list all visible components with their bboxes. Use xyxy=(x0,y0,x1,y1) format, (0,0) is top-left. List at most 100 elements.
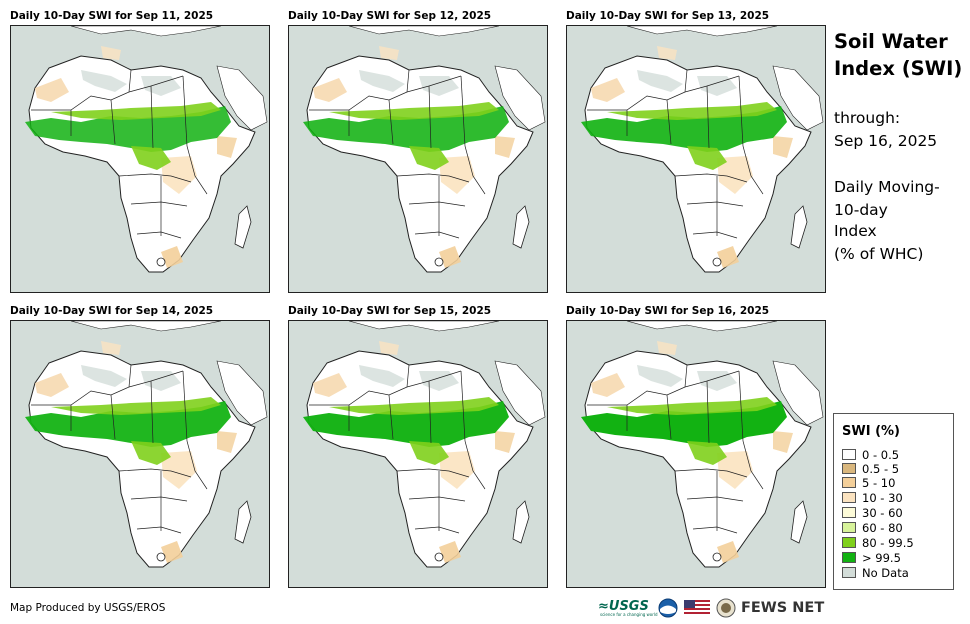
state-dept-seal-icon xyxy=(716,598,736,618)
sahara-nodata xyxy=(359,365,405,387)
lesotho-outline xyxy=(156,257,166,267)
sahel-wet-fringe xyxy=(329,102,499,120)
sahel-wet-belt xyxy=(25,401,231,447)
madagascar xyxy=(234,500,252,544)
description-line1: Daily Moving- xyxy=(834,178,940,196)
madagascar xyxy=(512,205,530,249)
legend-title: SWI (%) xyxy=(842,424,900,439)
dryland-tan xyxy=(35,78,69,102)
sahel-wet-fringe xyxy=(51,102,221,120)
central-wet xyxy=(687,441,727,465)
through-date: Sep 16, 2025 xyxy=(834,132,938,150)
sahel-wet-fringe xyxy=(329,397,499,415)
central-wet xyxy=(409,146,449,170)
dryland-tan xyxy=(217,431,237,453)
legend-swatch xyxy=(842,552,856,563)
legend-swatch xyxy=(842,449,856,460)
sahara-nodata xyxy=(637,365,683,387)
dryland-tan xyxy=(773,431,793,453)
legend-swatch xyxy=(842,567,856,578)
arabia-outline xyxy=(494,65,546,131)
panel-4-title: Daily 10-Day SWI for Sep 14, 2025 xyxy=(10,305,214,317)
madagascar xyxy=(790,500,808,544)
through-label: through: xyxy=(834,109,901,127)
dryland-tan xyxy=(161,156,197,194)
lesotho-outline xyxy=(712,552,722,562)
lesotho-outline xyxy=(712,257,722,267)
arabia-outline xyxy=(772,65,824,131)
panel-6-title: Daily 10-Day SWI for Sep 16, 2025 xyxy=(566,305,770,317)
dryland-tan xyxy=(657,46,677,60)
legend-swatch xyxy=(842,507,856,518)
sahara-nodata xyxy=(359,70,405,92)
sahel-wet-belt xyxy=(581,106,787,152)
legend-swatch xyxy=(842,492,856,503)
sidebar-title: Soil Water Index (SWI) xyxy=(834,28,962,82)
sahara-nodata xyxy=(81,365,127,387)
dryland-tan xyxy=(591,373,625,397)
europe-outline xyxy=(626,321,778,332)
panel-1-title: Daily 10-Day SWI for Sep 11, 2025 xyxy=(10,10,214,22)
dryland-tan xyxy=(717,541,739,563)
fews-net-label: FEWS NET xyxy=(741,600,825,616)
europe-outline xyxy=(626,26,778,37)
panel-5-title: Daily 10-Day SWI for Sep 15, 2025 xyxy=(288,305,492,317)
dryland-tan xyxy=(161,246,183,268)
sahel-wet-fringe xyxy=(51,397,221,415)
dryland-tan xyxy=(717,246,739,268)
legend-swatch xyxy=(842,537,856,548)
country-borders xyxy=(31,69,208,239)
credit-text: Map Produced by USGS/EROS xyxy=(10,602,166,614)
panel-4-map xyxy=(10,320,270,588)
dryland-tan xyxy=(717,156,753,194)
arabia-outline xyxy=(772,360,824,426)
usgs-logo: ≈USGS xyxy=(598,599,649,614)
dryland-tan xyxy=(495,431,515,453)
panel-3-map xyxy=(566,25,826,293)
panel-6-map xyxy=(566,320,826,588)
dryland-tan xyxy=(161,541,183,563)
sahel-wet-belt xyxy=(581,401,787,447)
panel-1-map xyxy=(10,25,270,293)
legend-swatch xyxy=(842,463,856,474)
usgs-tagline: science for a changing world xyxy=(600,612,658,617)
sahel-wet-belt xyxy=(25,106,231,152)
europe-outline xyxy=(348,26,500,37)
lesotho-outline xyxy=(434,552,444,562)
central-wet xyxy=(131,146,171,170)
dryland-tan xyxy=(313,78,347,102)
sahara-nodata xyxy=(637,70,683,92)
country-borders xyxy=(587,69,764,239)
arabia-outline xyxy=(216,65,268,131)
dryland-tan xyxy=(773,136,793,158)
panel-3-title: Daily 10-Day SWI for Sep 13, 2025 xyxy=(566,10,770,22)
dryland-tan xyxy=(439,246,461,268)
country-borders xyxy=(31,364,208,534)
dryland-tan xyxy=(439,451,475,489)
dryland-tan xyxy=(379,341,399,355)
dryland-tan xyxy=(379,46,399,60)
panel-5-map xyxy=(288,320,548,588)
sahel-wet-fringe xyxy=(607,397,777,415)
central-wet xyxy=(131,441,171,465)
madagascar xyxy=(790,205,808,249)
description-line3: Index xyxy=(834,222,877,240)
dryland-tan xyxy=(657,341,677,355)
dryland-tan xyxy=(101,341,121,355)
europe-outline xyxy=(70,26,222,37)
madagascar xyxy=(512,500,530,544)
europe-outline xyxy=(70,321,222,332)
country-borders xyxy=(309,364,486,534)
central-wet xyxy=(409,441,449,465)
dryland-tan xyxy=(161,451,197,489)
panel-2-map xyxy=(288,25,548,293)
dryland-tan xyxy=(591,78,625,102)
noaa-logo-icon xyxy=(658,598,678,618)
panel-2-title: Daily 10-Day SWI for Sep 12, 2025 xyxy=(288,10,492,22)
europe-outline xyxy=(348,321,500,332)
dryland-tan xyxy=(439,541,461,563)
lesotho-outline xyxy=(156,552,166,562)
dryland-tan xyxy=(217,136,237,158)
dryland-tan xyxy=(101,46,121,60)
us-flag-icon xyxy=(684,600,710,616)
